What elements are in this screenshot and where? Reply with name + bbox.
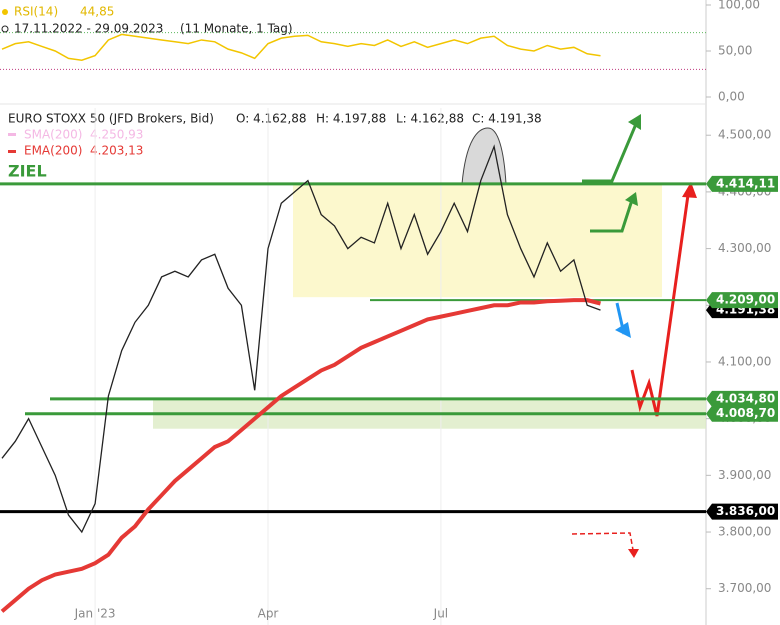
x-tick-label: Jul [433, 607, 448, 621]
level-label: 4.034,80 [716, 391, 775, 405]
y-tick-label: 3.800,00 [718, 525, 771, 539]
legend-label: RSI(14) [14, 5, 58, 19]
legend-swatch [8, 133, 16, 136]
legend-value: 4.203,13 [90, 144, 143, 158]
annotation: ZIEL [8, 162, 47, 181]
level-tag [706, 292, 778, 309]
period: (11 Monate, 1 Tag) [180, 22, 293, 36]
level-tag [706, 503, 778, 520]
x-tick-label: Jan '23 [74, 607, 116, 621]
dashed-arrow [571, 532, 634, 551]
arrowhead [615, 322, 631, 338]
legend-swatch [8, 150, 16, 153]
level-label: 4.414,11 [716, 176, 775, 190]
series-line [1, 144, 601, 534]
close: C: 4.191,38 [472, 112, 542, 126]
high: H: 4.197,88 [316, 112, 386, 126]
legend-dot [2, 9, 8, 15]
y-tick-label: 4.300,00 [718, 241, 771, 255]
level-label: 4.008,70 [716, 406, 775, 420]
arrow-up [590, 199, 634, 233]
arrowhead [628, 114, 641, 130]
level-label: 3.836,00 [716, 504, 775, 518]
series-line [1, 33, 601, 61]
arrowhead [682, 182, 697, 198]
y-tick-label: 3.700,00 [718, 581, 771, 595]
instrument: EURO STOXX 50 (JFD Brokers, Bid) [8, 112, 214, 126]
legend-value: 4.250,93 [90, 128, 143, 142]
arrowhead [625, 192, 638, 206]
y-tick-label: 0,00 [718, 90, 745, 104]
level-tag [706, 175, 778, 192]
low: L: 4.162,88 [396, 112, 464, 126]
target-zone [293, 183, 662, 298]
series-line [0, 298, 601, 613]
x-tick-label: Apr [258, 607, 279, 621]
arrowhead [628, 549, 639, 558]
y-tick-label: 3.900,00 [718, 468, 771, 482]
icon [1, 25, 9, 33]
legend-label: SMA(200) [24, 128, 82, 142]
y-tick-label: 4.100,00 [718, 354, 771, 368]
level-tag [706, 390, 778, 407]
open: O: 4.162,88 [236, 112, 307, 126]
level-label: 4.209,00 [716, 293, 775, 307]
y-tick-label: 4.500,00 [718, 128, 771, 142]
legend-value: 44,85 [80, 5, 114, 19]
arrow-path [630, 194, 690, 417]
date-range: 17.11.2022 - 29.09.2023 [14, 22, 163, 36]
legend-label: EMA(200) [24, 144, 82, 158]
head-shoulder-mark [461, 127, 507, 185]
annotations [461, 114, 697, 558]
y-tick-label: 50,00 [718, 44, 752, 58]
arrow-up [582, 123, 638, 183]
level-tag [706, 405, 778, 422]
y-tick-label: 100,00 [718, 0, 760, 12]
